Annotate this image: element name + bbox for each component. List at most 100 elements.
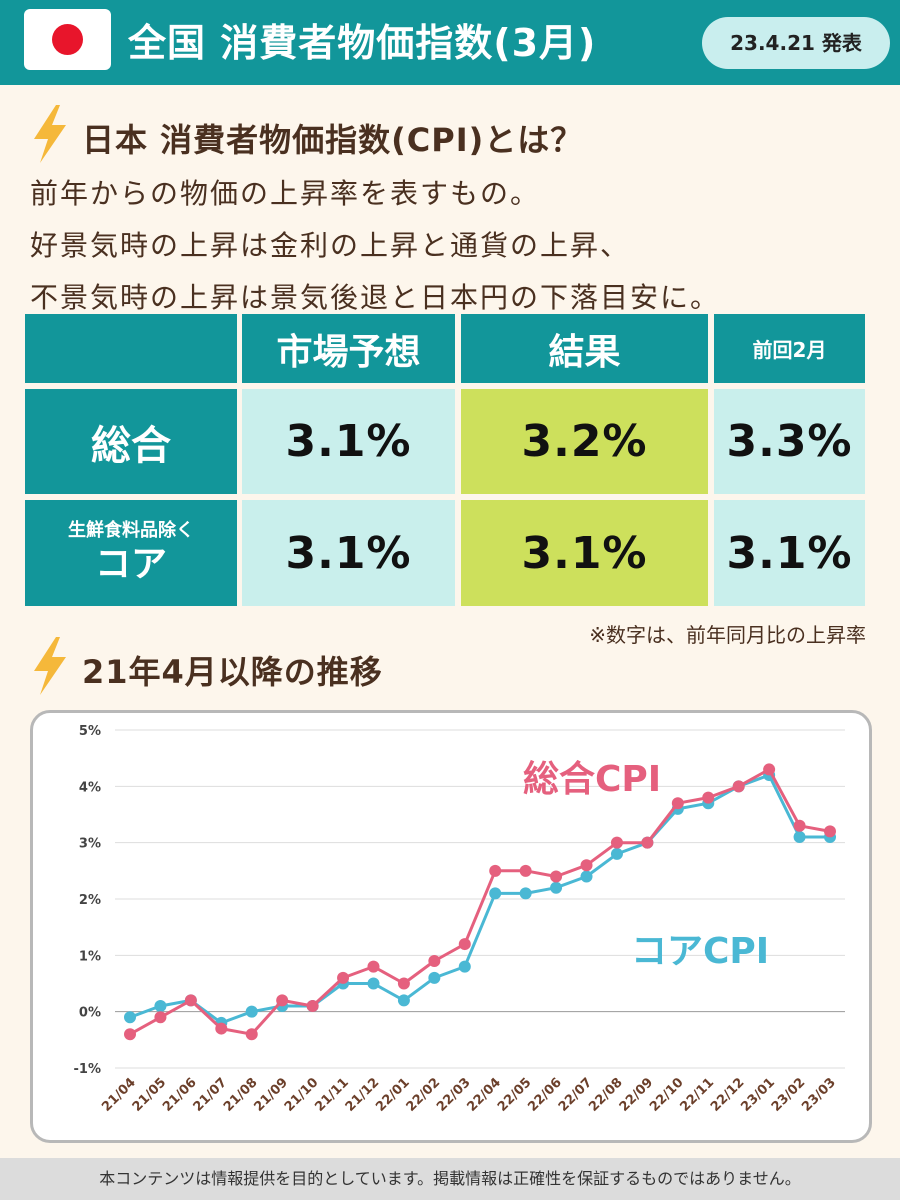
cpi-definition-heading: 日本 消費者物価指数(CPI)とは？ — [82, 121, 584, 159]
data-point — [458, 960, 471, 973]
data-point — [458, 938, 471, 951]
data-point — [397, 977, 410, 990]
x-tick-label: 21/12 — [343, 1075, 383, 1115]
row-label-core-main: コア — [94, 544, 167, 585]
core-previous-value: 3.1% — [714, 500, 865, 606]
x-tick-label: 23/01 — [738, 1075, 778, 1115]
series-label-core-cpi: コアCPI — [631, 931, 769, 972]
data-point — [367, 977, 380, 990]
data-point — [763, 763, 776, 776]
trend-heading: 21年4月以降の推移 — [82, 653, 383, 691]
headline-result-value: 3.2% — [461, 389, 708, 494]
header-result: 結果 — [461, 314, 708, 383]
data-point — [793, 819, 806, 832]
x-tick-label: 21/11 — [312, 1075, 352, 1115]
row-label-core-sub: 生鮮食料品除く — [68, 520, 194, 541]
y-tick-label: 3% — [79, 837, 101, 852]
x-tick-label: 22/09 — [617, 1075, 657, 1115]
table-footnote: ※数字は、前年同月比の上昇率 — [589, 623, 866, 647]
y-tick-label: 5% — [79, 724, 101, 739]
data-point — [519, 887, 532, 900]
x-tick-label: 21/10 — [282, 1075, 322, 1115]
y-tick-label: 1% — [79, 949, 101, 964]
data-point — [489, 864, 502, 877]
japan-flag-icon — [24, 9, 111, 70]
data-point — [610, 836, 623, 849]
header-forecast: 市場予想 — [242, 314, 455, 383]
x-tick-label: 22/08 — [586, 1075, 626, 1115]
y-tick-label: 2% — [79, 893, 101, 908]
header-bar: 全国 消費者物価指数(3月) 23.4.21 発表 — [0, 0, 900, 85]
y-tick-label: 4% — [79, 780, 101, 795]
description-line: 不景気時の上昇は景気後退と日本円の下落目安に。 — [30, 281, 721, 314]
flag-red-circle — [52, 24, 83, 55]
data-point — [793, 831, 806, 844]
x-tick-label: 22/12 — [708, 1075, 748, 1115]
y-tick-label: 0% — [79, 1006, 101, 1021]
data-point — [245, 1005, 258, 1018]
headline-previous-value: 3.3% — [714, 389, 865, 494]
data-point — [702, 791, 715, 804]
page-title: 全国 消費者物価指数(3月) — [128, 21, 597, 65]
x-tick-label: 22/02 — [404, 1075, 444, 1115]
data-point — [245, 1028, 258, 1041]
data-point — [824, 825, 836, 838]
row-label-core: 生鮮食料品除く コア — [25, 500, 237, 606]
data-point — [428, 954, 441, 967]
data-point — [397, 994, 410, 1007]
core-forecast-value: 3.1% — [242, 500, 455, 606]
x-tick-label: 22/06 — [525, 1075, 565, 1115]
cpi-trend-chart: 5% 4% 3% 2% 1% 0% -1% 21/04 21/05 21/06 21/07 21/08… — [30, 710, 872, 1143]
data-point — [580, 870, 593, 883]
data-point — [337, 971, 350, 984]
x-tick-label: 22/03 — [434, 1075, 474, 1115]
x-tick-label: 22/07 — [556, 1075, 596, 1115]
y-tick-label: -1% — [74, 1062, 101, 1077]
lightning-icon — [34, 637, 66, 695]
release-date-badge: 23.4.21 発表 — [702, 17, 890, 69]
x-tick-label: 22/01 — [373, 1075, 413, 1115]
x-tick-label: 22/04 — [464, 1075, 504, 1115]
cpi-description: 前年からの物価の上昇率を表すもの。 好景気時の上昇は金利の上昇と通貨の上昇、 不… — [30, 168, 720, 324]
data-point — [641, 836, 654, 849]
data-point — [428, 971, 441, 984]
data-point — [367, 960, 380, 973]
data-point — [154, 1011, 167, 1024]
data-point — [519, 864, 532, 877]
series-label-headline-cpi: 総合CPI — [523, 759, 661, 800]
x-tick-label: 22/11 — [678, 1075, 718, 1115]
row-label-headline: 総合 — [25, 389, 237, 494]
lightning-icon — [34, 105, 66, 163]
data-point — [124, 1011, 136, 1024]
data-point — [184, 994, 197, 1007]
x-tick-label: 21/05 — [130, 1075, 170, 1115]
data-point — [489, 887, 502, 900]
table-corner-cell — [25, 314, 237, 383]
data-point — [215, 1022, 228, 1035]
core-result-value: 3.1% — [461, 500, 708, 606]
data-point — [732, 780, 745, 793]
data-point — [276, 994, 289, 1007]
series-line — [129, 767, 831, 1036]
data-point — [306, 1000, 319, 1013]
chart-canvas: 5% 4% 3% 2% 1% 0% -1%21/0421/0521/0621/0721/08… — [74, 724, 845, 1115]
header-previous: 前回2月 — [714, 314, 865, 383]
x-tick-label: 21/04 — [99, 1075, 139, 1115]
data-point — [550, 881, 563, 894]
data-point — [154, 1000, 167, 1013]
disclaimer-footer: 本コンテンツは情報提供を目的としています。掲載情報は正確性を保証するものではあり… — [0, 1158, 900, 1200]
x-tick-label: 21/07 — [191, 1075, 231, 1115]
x-tick-label: 23/02 — [769, 1075, 809, 1115]
data-point — [550, 870, 563, 883]
x-tick-label: 21/09 — [251, 1075, 291, 1115]
data-point — [610, 847, 623, 860]
description-line: 好景気時の上昇は金利の上昇と通貨の上昇、 — [30, 229, 631, 262]
x-tick-label: 22/05 — [495, 1075, 535, 1115]
x-tick-label: 23/03 — [799, 1075, 839, 1115]
data-point — [124, 1028, 136, 1041]
x-tick-label: 22/10 — [647, 1075, 687, 1115]
headline-forecast-value: 3.1% — [242, 389, 455, 494]
data-point — [671, 797, 684, 810]
x-tick-label: 21/06 — [160, 1075, 200, 1115]
data-point — [580, 859, 593, 872]
